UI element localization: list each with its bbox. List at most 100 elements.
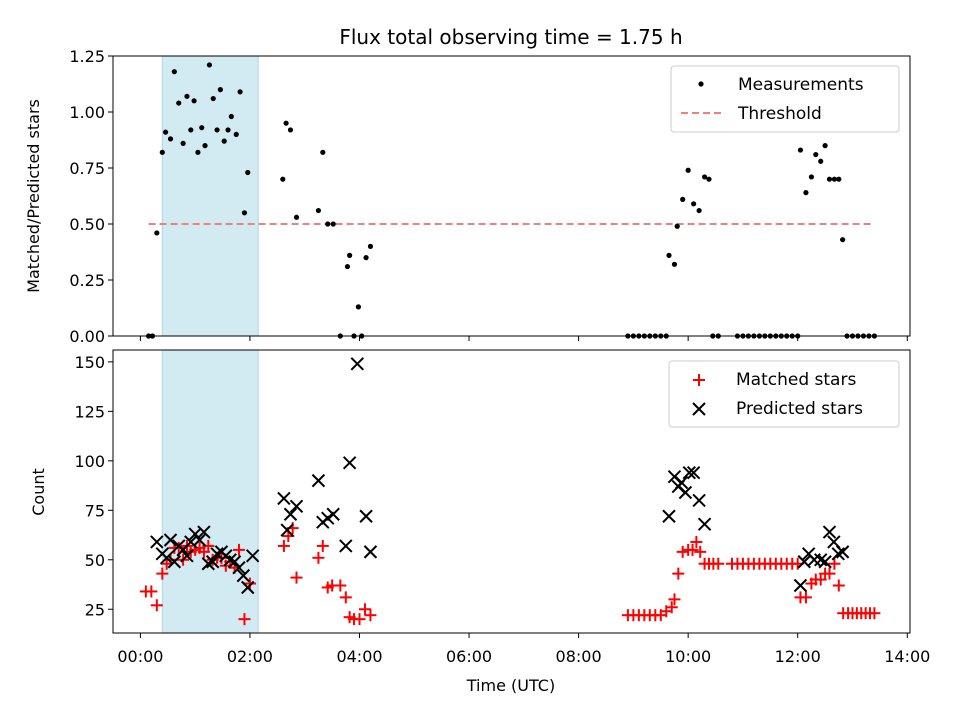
measurement-point [680, 196, 686, 202]
predicted-star-point [686, 465, 701, 480]
x-tick-label: 14:00 [884, 647, 930, 666]
matched-star-point [358, 603, 371, 616]
y-tick-label: 75 [85, 501, 105, 520]
measurement-point [822, 143, 828, 149]
matched-star-point [712, 557, 725, 570]
measurement-point [210, 95, 216, 102]
measurement-point [184, 93, 190, 99]
matched-star-point [828, 557, 841, 570]
measurement-point [228, 113, 234, 120]
matched-star-point [672, 567, 685, 580]
measurement-point [671, 261, 678, 267]
legend-label-predicted: Predicted stars [736, 399, 863, 419]
measurement-point [195, 149, 201, 155]
y-tick-label: 125 [74, 402, 105, 421]
predicted-star-point [342, 456, 357, 470]
predicted-star-point [283, 507, 298, 521]
y-tick-label: 25 [85, 600, 105, 619]
x-tick-label: 08:00 [556, 647, 602, 666]
measurement-point [159, 149, 165, 155]
matched-star-point [238, 613, 251, 626]
matched-star-point [676, 545, 689, 558]
count-legend-box [668, 360, 900, 428]
y-tick-label: 0.00 [69, 327, 105, 346]
predicted-star-point [192, 533, 207, 547]
measurement-point [706, 176, 712, 182]
y-tick-label: 1.00 [69, 103, 105, 122]
measurement-point [367, 243, 374, 249]
predicted-star-point [807, 553, 821, 567]
y-tick-label: 0.75 [69, 159, 105, 178]
matched-star-point [339, 591, 352, 604]
measurement-point [180, 140, 186, 146]
y-tick-label: 50 [85, 551, 105, 570]
measurement-point [325, 221, 331, 227]
measurement-point [171, 69, 177, 75]
measurement-point [691, 201, 697, 207]
predicted-star-point [818, 555, 832, 569]
y-tick-label: 0.25 [69, 271, 105, 290]
matched-star-point [668, 593, 681, 606]
predicted-star-point [674, 475, 689, 490]
matched-star-point [243, 577, 256, 590]
matched-star-point [665, 601, 678, 614]
predicted-star-point [163, 533, 178, 547]
matched-star-point [694, 545, 707, 558]
x-tick-label: 12:00 [775, 647, 821, 666]
measurement-point [233, 131, 239, 137]
measurement-point [315, 207, 322, 214]
matched-star-point [277, 539, 290, 552]
count-plot-frame [112, 349, 911, 634]
measurement-point [803, 190, 809, 196]
measurement-point [320, 149, 326, 155]
matched-star-point [353, 613, 366, 626]
measurement-point [199, 125, 205, 131]
matched-star-point [164, 553, 177, 566]
legend-label-measurements: Measurements [738, 75, 864, 95]
measurement-point [154, 230, 160, 236]
ratio-legend: Measurements Threshold [670, 65, 900, 133]
measurement-point [813, 151, 819, 158]
matched-star-point [690, 535, 703, 548]
matched-star-point [832, 579, 845, 592]
y-tick-label: 1.25 [69, 47, 105, 66]
predicted-star-point [814, 553, 828, 567]
measurement-point [191, 98, 197, 104]
predicted-star-point [277, 491, 291, 506]
predicted-star-point [793, 578, 808, 593]
measurement-point [330, 221, 336, 227]
predicted-star-point [180, 549, 194, 563]
predicted-star-point [831, 547, 845, 561]
observing-span [161, 55, 259, 337]
measurement-point [162, 129, 169, 135]
predicted-star-point [326, 507, 340, 521]
x-tick-label: 10:00 [665, 647, 711, 666]
legend-label-threshold: Threshold [737, 104, 822, 124]
measurement-point [245, 169, 251, 176]
predicted-star-point [227, 555, 242, 569]
figure-title: Flux total observing time = 1.75 h [339, 25, 682, 49]
measurement-point [188, 127, 194, 133]
y-tick-label: 150 [74, 353, 105, 372]
matched-star-point [823, 567, 836, 580]
y-tick-label: 100 [74, 452, 105, 471]
legend-marker-predicted [692, 402, 706, 416]
predicted-star-point [835, 545, 850, 559]
x-tick-label: 00:00 [117, 647, 163, 666]
matched-star-point [156, 567, 169, 580]
predicted-star-point [682, 465, 696, 480]
y-tick-label: 0.50 [69, 215, 105, 234]
predicted-star-point [280, 523, 294, 537]
predicted-star-point [692, 493, 706, 508]
measurement-point [836, 176, 842, 182]
predicted-star-point [822, 525, 837, 539]
predicted-star-point [350, 357, 365, 371]
matched-star-point [686, 543, 699, 556]
count-panel: 25 50 75 100 125 150 00:00 02:00 04:00 06:00 08:0… [29, 349, 930, 695]
measurement-point [221, 138, 227, 144]
matched-star-point [364, 609, 377, 622]
measurement-point [241, 210, 248, 216]
matched-star-point [290, 571, 303, 584]
matched-star-point [145, 585, 158, 598]
measurement-point [831, 176, 838, 182]
